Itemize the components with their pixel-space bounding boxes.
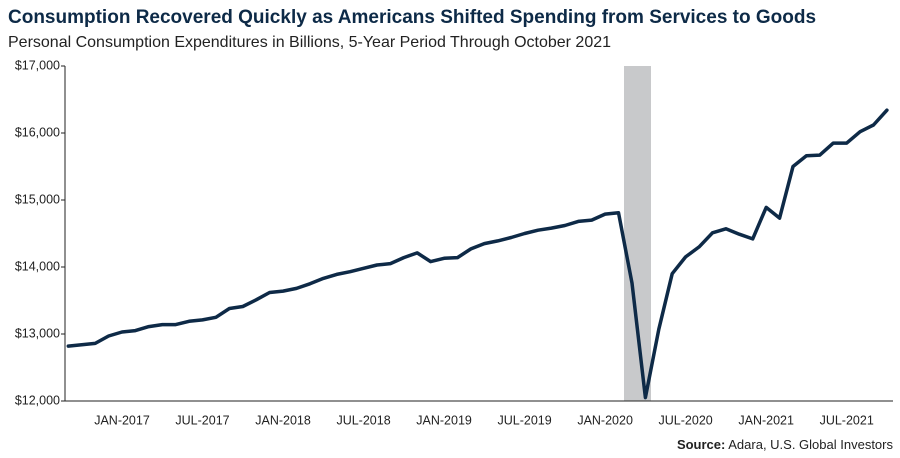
x-tick-label: JAN-2020: [577, 413, 633, 427]
x-tick-label: JUL-2018: [336, 413, 390, 427]
x-tick-label: JAN-2018: [255, 413, 311, 427]
x-tick-label: JUL-2020: [659, 413, 713, 427]
x-tick-label: JUL-2019: [497, 413, 551, 427]
y-tick-label: $17,000: [15, 58, 60, 72]
y-tick-label: $14,000: [15, 259, 60, 273]
chart-title: Consumption Recovered Quickly as America…: [8, 7, 816, 28]
source-text: Adara, U.S. Global Investors: [728, 437, 893, 452]
y-tick-label: $13,000: [15, 326, 60, 340]
source-label: Source:: [677, 437, 725, 452]
x-tick-label: JUL-2021: [820, 413, 874, 427]
x-tick-label: JAN-2017: [94, 413, 150, 427]
y-tick-label: $12,000: [15, 393, 60, 407]
x-tick-label: JUL-2017: [175, 413, 229, 427]
x-tick-label: JAN-2019: [416, 413, 472, 427]
data-line: [66, 108, 889, 400]
y-tick-label: $16,000: [15, 125, 60, 139]
recession-shade: [624, 66, 651, 401]
x-tick-label: JAN-2021: [738, 413, 794, 427]
y-tick-label: $15,000: [15, 192, 60, 206]
chart-subtitle: Personal Consumption Expenditures in Bil…: [8, 34, 611, 51]
source: Source: Adara, U.S. Global Investors: [677, 437, 894, 452]
